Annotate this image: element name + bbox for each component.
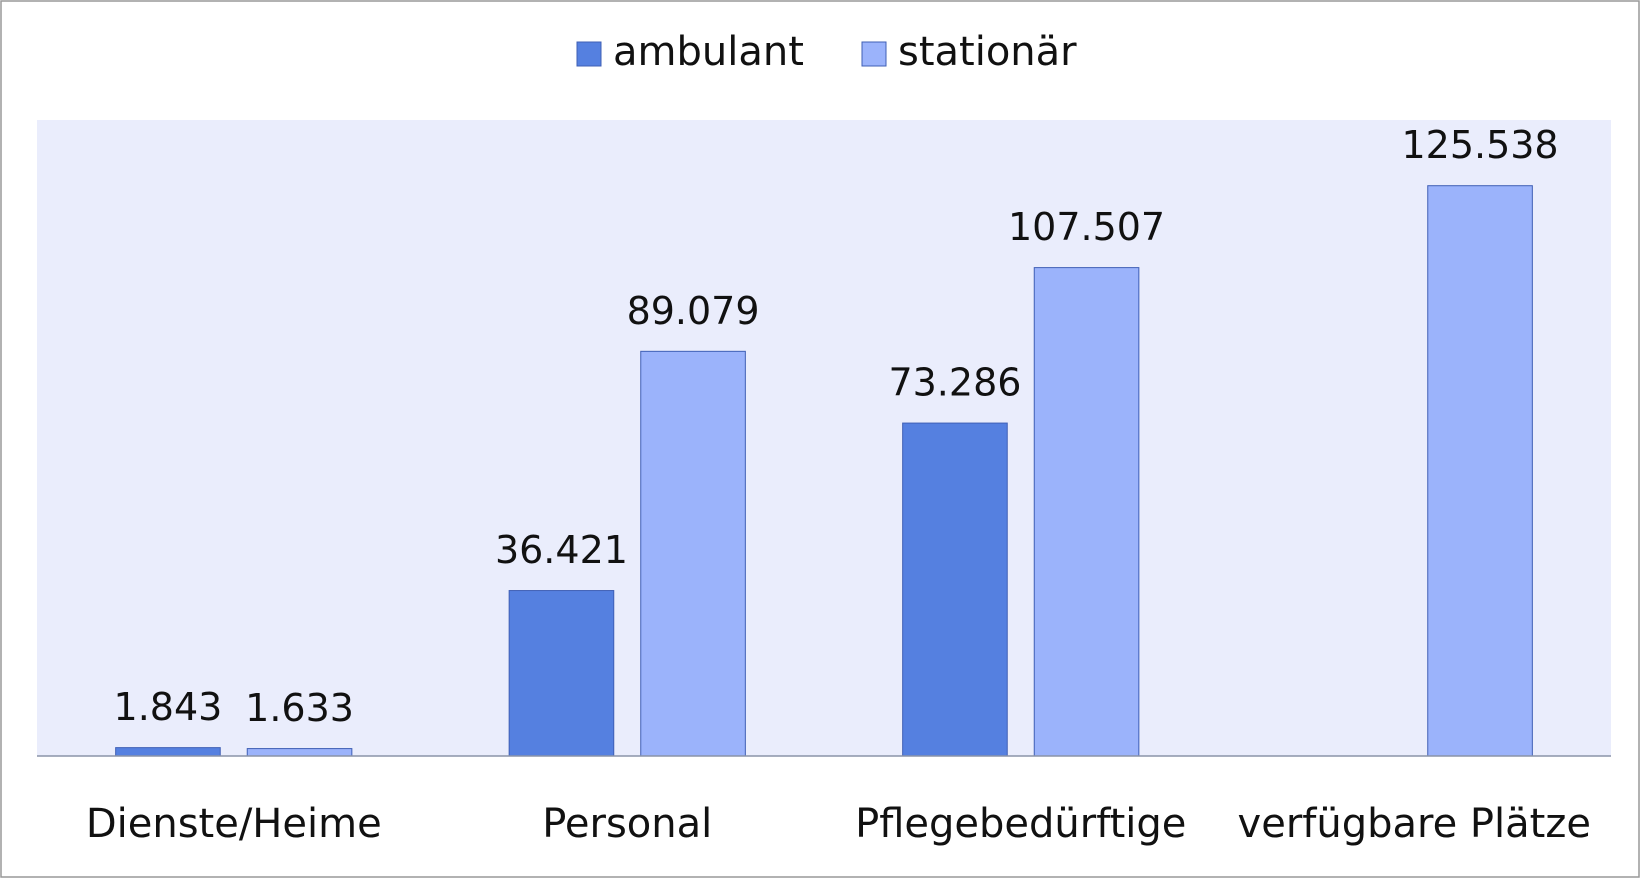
legend-swatch [861,41,887,67]
data-label: 107.507 [1008,205,1165,249]
legend-label: ambulant [613,29,804,75]
legend-swatch [576,41,602,67]
data-label: 125.538 [1401,123,1558,167]
bar [640,350,746,757]
x-tick-label: Personal [542,801,712,847]
x-tick-label: Pflegebedürftige [855,801,1186,847]
data-label: 1.633 [245,686,354,730]
bar [1427,185,1533,757]
x-tick-label: Dienste/Heime [86,801,382,847]
plot-area [37,120,1611,756]
bar [508,590,615,757]
bar [1033,267,1140,757]
x-tick-label: verfügbare Plätze [1238,801,1591,847]
bar [902,422,1008,757]
data-label: 1.843 [114,685,223,729]
data-label: 73.286 [888,361,1021,405]
legend-label: stationär [898,29,1077,75]
bar [115,747,221,757]
bar [246,748,353,757]
data-label: 89.079 [627,289,760,333]
data-label: 36.421 [495,528,628,572]
